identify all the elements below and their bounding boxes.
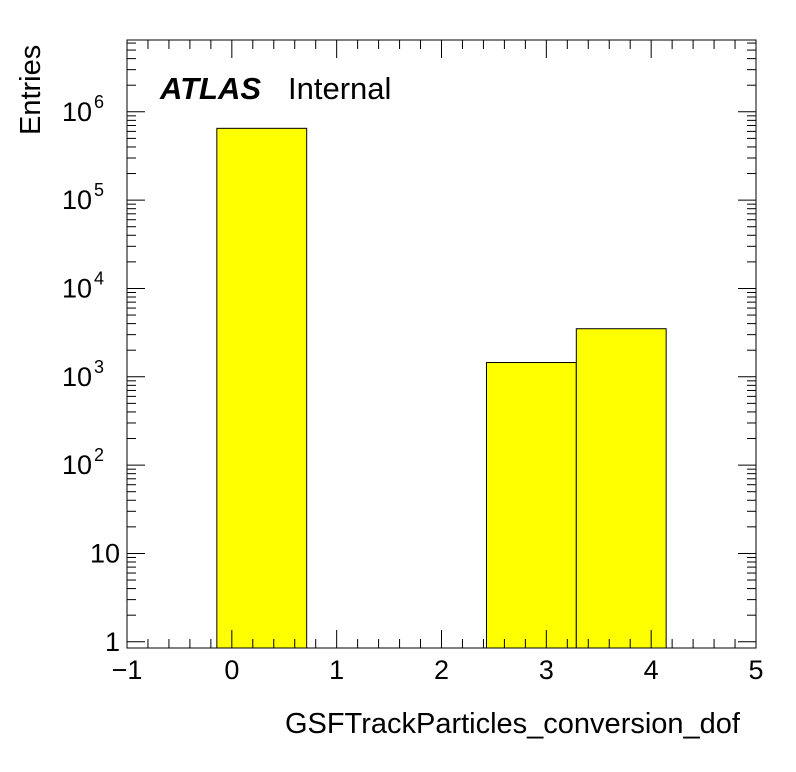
- y-tick-exponent: 3: [94, 357, 104, 377]
- x-tick-label: −1: [112, 655, 143, 685]
- y-tick-label: 1: [105, 627, 120, 657]
- internal-label: Internal: [288, 71, 391, 106]
- atlas-label: ATLAS: [159, 71, 261, 106]
- plot-frame: [126, 39, 757, 649]
- x-tick-label: 3: [539, 655, 554, 685]
- y-tick-exponent: 5: [94, 180, 104, 200]
- x-tick-label: 0: [224, 655, 239, 685]
- x-tick-label: 2: [434, 655, 449, 685]
- x-tick-label: 5: [748, 655, 763, 685]
- y-tick-label: 10: [90, 538, 120, 568]
- y-tick-label: 10: [62, 185, 92, 215]
- axis-ticks: [126, 40, 757, 648]
- y-tick-label: 10: [62, 362, 92, 392]
- x-axis-title: GSFTrackParticles_conversion_dof: [285, 708, 741, 740]
- y-tick-label: 10: [62, 97, 92, 127]
- y-tick-exponent: 2: [94, 445, 104, 465]
- y-tick-exponent: 4: [94, 268, 104, 288]
- y-axis-title: Entries: [15, 45, 47, 135]
- y-tick-exponent: 6: [94, 92, 104, 112]
- histogram-bin-1: [485, 362, 577, 649]
- x-tick-label: 4: [644, 655, 659, 685]
- histogram-bin-0: [216, 127, 308, 649]
- histogram-bin-2: [575, 328, 667, 649]
- y-tick-label: 10: [62, 450, 92, 480]
- y-tick-label: 10: [62, 273, 92, 303]
- histogram-bars: [216, 127, 667, 649]
- x-tick-label: 1: [329, 655, 344, 685]
